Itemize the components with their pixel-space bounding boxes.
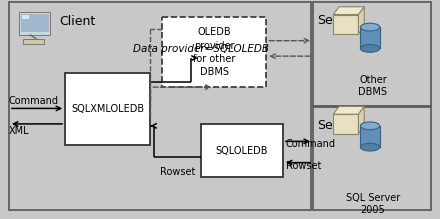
Bar — [201, 124, 283, 177]
Ellipse shape — [360, 23, 380, 31]
Bar — [21, 14, 48, 31]
Bar — [360, 27, 380, 48]
Text: Server: Server — [317, 119, 358, 132]
Bar — [333, 14, 359, 34]
Bar — [65, 73, 150, 145]
Text: Other
DBMS: Other DBMS — [359, 74, 388, 97]
Polygon shape — [359, 106, 364, 134]
Polygon shape — [359, 7, 364, 34]
Text: OLEDB
provider
for other
DBMS: OLEDB provider for other DBMS — [193, 27, 235, 77]
Bar — [333, 114, 359, 134]
Polygon shape — [333, 7, 364, 14]
Text: SQL Server
2005: SQL Server 2005 — [346, 193, 400, 215]
Text: SQLXMLOLEDB: SQLXMLOLEDB — [71, 104, 144, 114]
Bar — [313, 2, 431, 106]
Ellipse shape — [360, 122, 380, 130]
Bar — [22, 39, 44, 44]
Text: SQLOLEDB: SQLOLEDB — [216, 146, 268, 155]
Bar — [162, 18, 267, 87]
Text: Rowset: Rowset — [161, 166, 196, 177]
Polygon shape — [333, 106, 364, 114]
Text: Data provider=SQLOLEDB: Data provider=SQLOLEDB — [133, 44, 269, 54]
Bar — [18, 12, 50, 35]
Text: XML: XML — [9, 125, 29, 136]
Text: Command: Command — [286, 140, 336, 149]
Text: Client: Client — [59, 14, 95, 28]
Text: Server: Server — [317, 14, 358, 26]
Bar — [22, 14, 29, 19]
Bar — [360, 126, 380, 147]
Bar — [313, 108, 431, 210]
Text: Rowset: Rowset — [286, 161, 321, 171]
Bar — [9, 2, 311, 210]
Ellipse shape — [360, 44, 380, 52]
Text: Command: Command — [9, 97, 59, 106]
Ellipse shape — [360, 143, 380, 151]
